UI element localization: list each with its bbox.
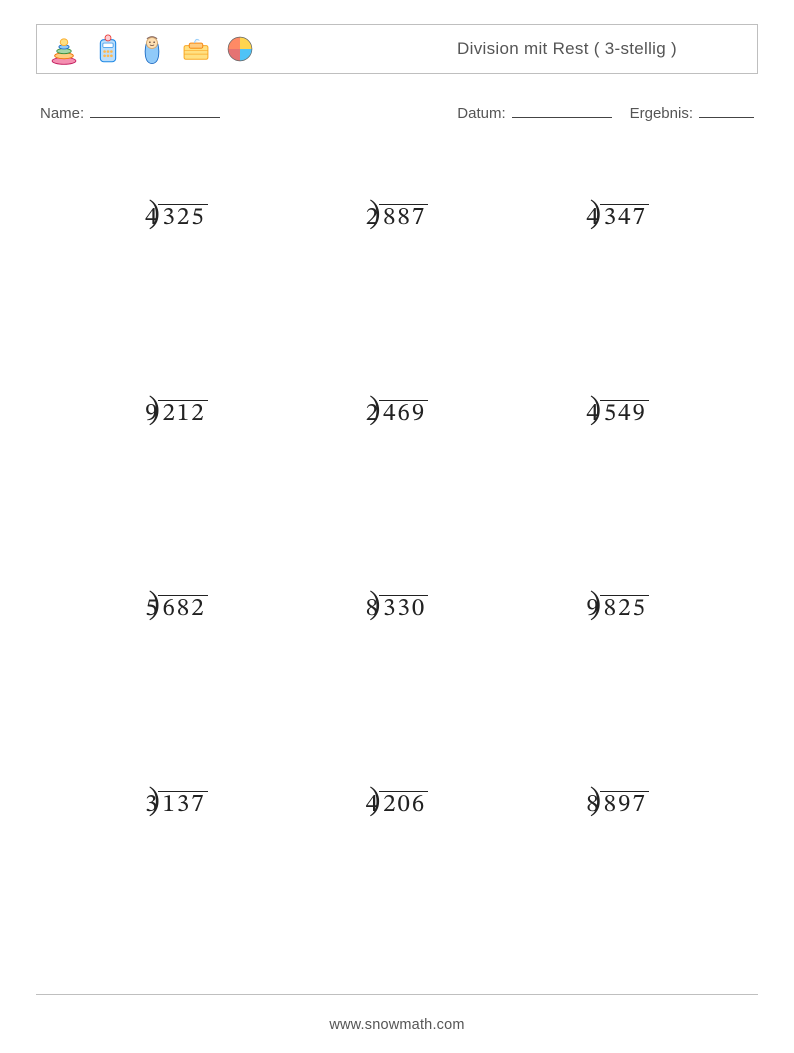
dividend-wrap: )212 xyxy=(158,398,207,429)
beach-ball-icon xyxy=(223,32,257,66)
long-division-bracket: ) xyxy=(590,395,601,427)
long-division-bracket: ) xyxy=(369,786,380,818)
division-problem: 4)549 xyxy=(586,398,649,429)
result-underline xyxy=(699,102,754,118)
long-division-bracket: ) xyxy=(369,395,380,427)
info-left: Name: xyxy=(40,102,220,122)
icon-row xyxy=(47,32,257,66)
long-division-bracket: ) xyxy=(590,590,601,622)
division-problem: 8)330 xyxy=(366,593,429,624)
top-banner: Division mit Rest ( 3-stellig ) xyxy=(36,24,758,74)
division-problem: 2)887 xyxy=(366,202,429,233)
name-underline xyxy=(90,102,220,118)
baby-swaddle-icon xyxy=(135,32,169,66)
dividend-wrap: )469 xyxy=(379,398,428,429)
date-underline xyxy=(512,102,612,118)
footer-text: www.snowmath.com xyxy=(36,1017,758,1033)
dividend: 330 xyxy=(379,595,428,621)
date-field: Datum: xyxy=(457,102,611,122)
dividend: 682 xyxy=(158,595,207,621)
dividend-wrap: )325 xyxy=(158,202,207,233)
division-problem: 3)137 xyxy=(145,789,208,820)
bottom-rule xyxy=(36,994,758,995)
division-problem: 9)212 xyxy=(145,398,208,429)
dividend-wrap: )347 xyxy=(600,202,649,233)
dividend: 325 xyxy=(158,204,207,230)
dividend-wrap: )330 xyxy=(379,593,428,624)
dividend: 897 xyxy=(600,791,649,817)
dividend: 469 xyxy=(379,400,428,426)
division-problem: 2)469 xyxy=(366,398,429,429)
wipes-box-icon xyxy=(179,32,213,66)
long-division-bracket: ) xyxy=(590,199,601,231)
phone-toy-icon xyxy=(91,32,125,66)
dividend-wrap: )887 xyxy=(379,202,428,233)
dividend: 206 xyxy=(379,791,428,817)
long-division-bracket: ) xyxy=(148,199,159,231)
division-problem: 9)825 xyxy=(586,593,649,624)
long-division-bracket: ) xyxy=(590,786,601,818)
banner-title: Division mit Rest ( 3-stellig ) xyxy=(457,39,747,59)
long-division-bracket: ) xyxy=(369,590,380,622)
long-division-bracket: ) xyxy=(369,199,380,231)
problems-grid: 4)325 2)887 4)347 9)212 2)469 4)549 5)682 8)330… xyxy=(36,162,758,944)
long-division-bracket: ) xyxy=(148,590,159,622)
info-right: Datum: Ergebnis: xyxy=(457,102,754,122)
division-problem: 4)325 xyxy=(145,202,208,233)
ring-stacker-icon xyxy=(47,32,81,66)
name-label: Name: xyxy=(40,105,84,122)
result-label: Ergebnis: xyxy=(630,105,693,122)
long-division-bracket: ) xyxy=(148,395,159,427)
dividend: 549 xyxy=(600,400,649,426)
division-problem: 8)897 xyxy=(586,789,649,820)
name-field: Name: xyxy=(40,102,220,122)
dividend-wrap: )549 xyxy=(600,398,649,429)
dividend: 347 xyxy=(600,204,649,230)
division-problem: 4)206 xyxy=(366,789,429,820)
dividend-wrap: )137 xyxy=(158,789,207,820)
dividend: 887 xyxy=(379,204,428,230)
dividend: 212 xyxy=(158,400,207,426)
dividend-wrap: )897 xyxy=(600,789,649,820)
worksheet-page: Division mit Rest ( 3-stellig ) Name: Da… xyxy=(0,0,794,1053)
long-division-bracket: ) xyxy=(148,786,159,818)
date-label: Datum: xyxy=(457,105,505,122)
dividend-wrap: )825 xyxy=(600,593,649,624)
dividend-wrap: )682 xyxy=(158,593,207,624)
dividend: 825 xyxy=(600,595,649,621)
dividend-wrap: )206 xyxy=(379,789,428,820)
info-line: Name: Datum: Ergebnis: xyxy=(36,102,758,122)
division-problem: 4)347 xyxy=(586,202,649,233)
division-problem: 5)682 xyxy=(145,593,208,624)
dividend: 137 xyxy=(158,791,207,817)
result-field: Ergebnis: xyxy=(630,102,754,122)
